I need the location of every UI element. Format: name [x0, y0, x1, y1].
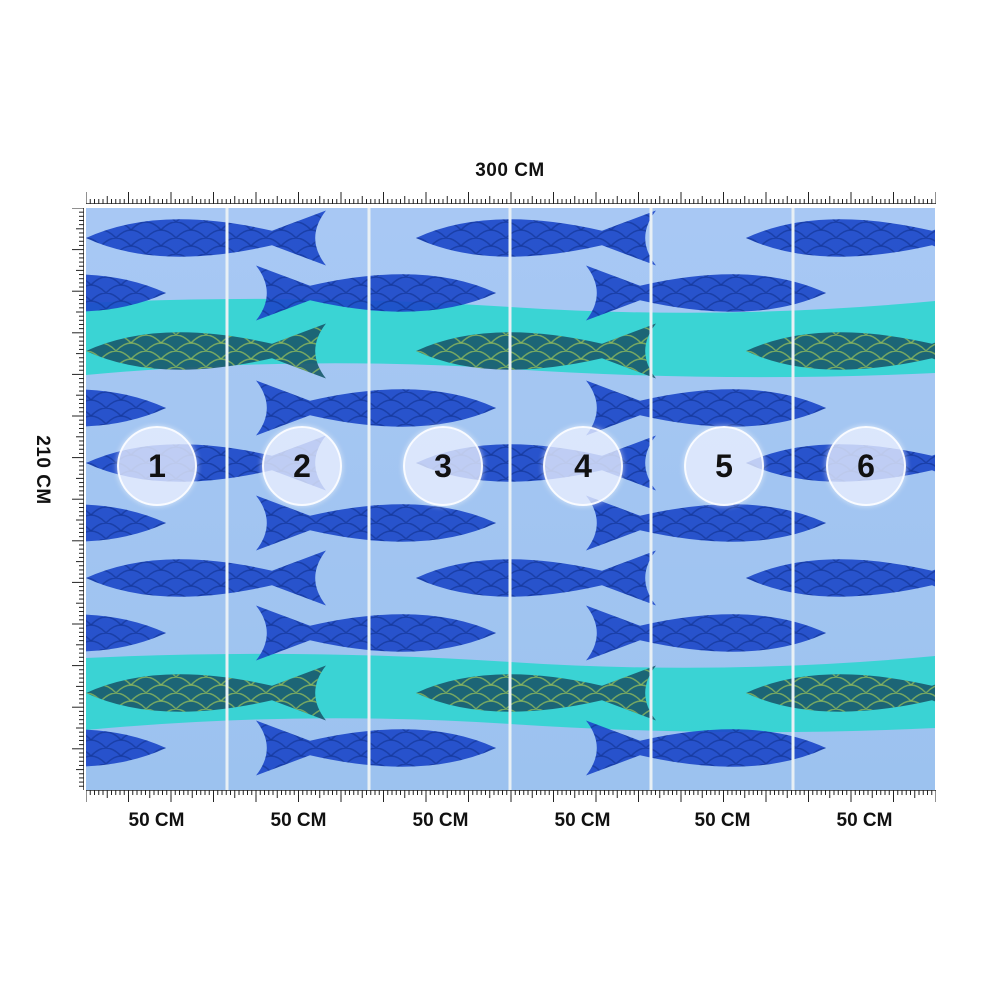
fish-shape	[256, 380, 496, 436]
fish-shape	[86, 504, 166, 542]
wallpaper-preview	[86, 208, 935, 790]
height-dimension-label: 210 CM	[32, 435, 53, 505]
fish-shape	[586, 265, 826, 321]
panel-5-number-badge: 5	[684, 426, 764, 506]
top-ruler	[86, 192, 936, 204]
panel-4-number-badge: 4	[543, 426, 623, 506]
fish-shape	[86, 389, 166, 427]
fish-shape	[86, 614, 166, 652]
fish-shape	[586, 380, 826, 436]
panel-dividers	[225, 208, 795, 790]
panel-6-width-label: 50 CM	[836, 810, 893, 831]
fish-shape	[256, 605, 496, 661]
panel-2-number-badge: 2	[262, 426, 342, 506]
panel-3-width-label: 50 CM	[412, 810, 469, 831]
fish-shape	[416, 210, 656, 266]
fish-shape	[586, 605, 826, 661]
fish-shape	[86, 210, 326, 266]
panel-3-number-badge: 3	[403, 426, 483, 506]
fish-shape	[86, 323, 326, 379]
fish-shape	[586, 495, 826, 551]
fish-shape	[86, 274, 166, 312]
fish-shape	[86, 665, 326, 721]
fish-shape	[416, 665, 656, 721]
panel-2-width-label: 50 CM	[270, 810, 327, 831]
left-ruler	[72, 208, 84, 790]
panel-4-width-label: 50 CM	[554, 810, 611, 831]
fish-shape	[86, 729, 166, 767]
panel-5-width-label: 50 CM	[694, 810, 751, 831]
panel-1-number-badge: 1	[117, 426, 197, 506]
bottom-ruler	[86, 790, 936, 802]
panel-6-number-badge: 6	[826, 426, 906, 506]
fish-shape	[256, 265, 496, 321]
width-dimension-label: 300 CM	[475, 160, 545, 181]
fish-shape	[86, 550, 326, 606]
fish-shape	[586, 720, 826, 776]
fish-shape	[256, 720, 496, 776]
fish-shape	[416, 323, 656, 379]
panel-1-width-label: 50 CM	[128, 810, 185, 831]
fish-shape	[416, 550, 656, 606]
fish-shape	[256, 495, 496, 551]
